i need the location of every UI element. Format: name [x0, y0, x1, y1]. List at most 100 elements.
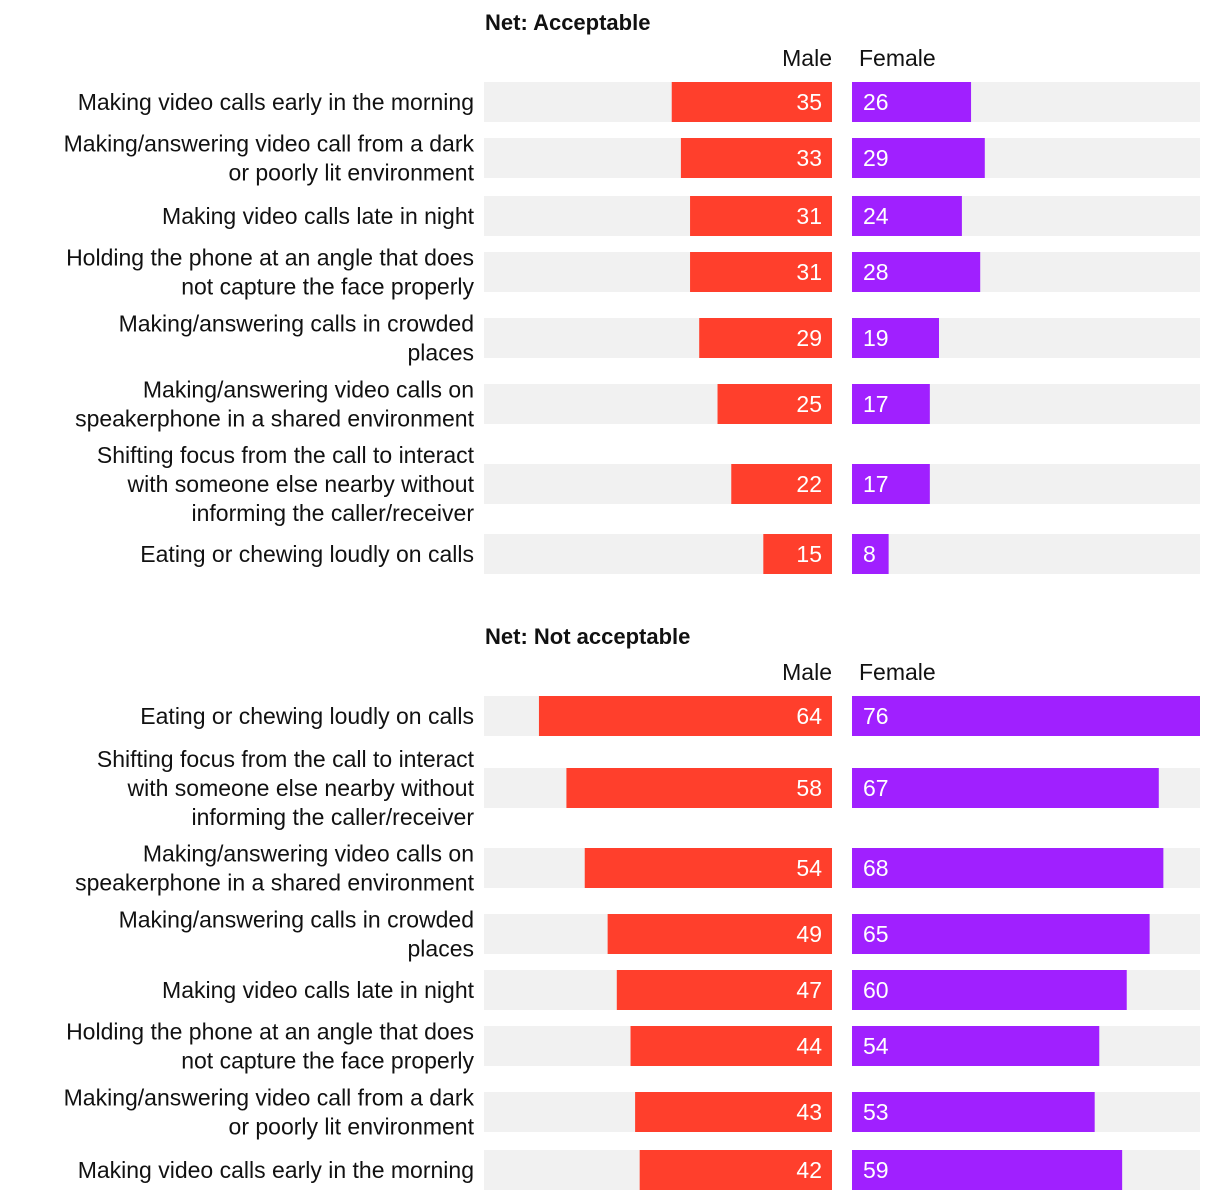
bar-row: Making/answering calls in crowded places 2…	[119, 311, 1200, 366]
bar-male	[731, 464, 832, 504]
bar-male	[566, 768, 832, 808]
category-label: Shifting focus from the call to interact	[97, 442, 475, 468]
category-label: speakerphone in a shared environment	[75, 406, 475, 432]
data-label-female: 24	[863, 203, 889, 229]
bar-female	[852, 196, 962, 236]
legend-male: Male	[782, 659, 832, 685]
bar-row: Making video calls late in night 31 24	[162, 196, 1200, 236]
bar-female	[852, 768, 1159, 808]
data-label-male: 64	[796, 703, 822, 729]
category-label: or poorly lit environment	[229, 160, 475, 186]
bar-row: Holding the phone at an angle that does n…	[66, 1019, 1200, 1074]
data-label-female: 53	[863, 1099, 889, 1125]
bar-male	[717, 384, 832, 424]
data-label-female: 65	[863, 921, 889, 947]
legend-female: Female	[859, 45, 936, 71]
bar-male	[690, 252, 832, 292]
category-label: places	[408, 936, 474, 962]
data-label-female: 67	[863, 775, 889, 801]
bar-row: Making video calls early in the morning 4…	[78, 1150, 1200, 1190]
chart-section-2: Net: Not acceptable Male Female Eating or c…	[64, 624, 1200, 1190]
legend-male: Male	[782, 45, 832, 71]
category-label: Making/answering video call from a dark	[64, 1085, 475, 1111]
bar-row: Shifting focus from the call to interact…	[97, 746, 1200, 830]
bar-male	[584, 848, 832, 888]
data-label-female: 76	[863, 703, 889, 729]
data-label-male: 42	[796, 1157, 822, 1183]
category-label: places	[408, 340, 474, 366]
bar-female	[852, 1150, 1123, 1190]
chart-title: Net: Acceptable	[485, 10, 650, 35]
data-label-female: 54	[863, 1033, 889, 1059]
chart-title: Net: Not acceptable	[485, 624, 690, 649]
category-label: Eating or chewing loudly on calls	[140, 703, 474, 729]
bar-female	[852, 252, 981, 292]
category-label: Making/answering video call from a dark	[64, 131, 475, 157]
bar-row: Eating or chewing loudly on calls 15 8	[140, 534, 1200, 574]
bar-female	[852, 534, 889, 574]
category-label: Making/answering calls in crowded	[119, 907, 474, 933]
data-label-male: 58	[796, 775, 822, 801]
bar-row: Making/answering video calls on speakerph…	[75, 377, 1200, 432]
bar-male	[690, 196, 832, 236]
category-label: informing the caller/receiver	[191, 804, 474, 830]
bar-track-female	[852, 534, 1200, 574]
data-label-male: 43	[796, 1099, 822, 1125]
data-label-male: 35	[796, 89, 822, 115]
data-label-male: 25	[796, 391, 822, 417]
data-label-male: 49	[796, 921, 822, 947]
category-label: Making video calls late in night	[162, 203, 475, 229]
data-label-female: 29	[863, 145, 889, 171]
category-label: not capture the face properly	[181, 274, 474, 300]
data-label-male: 54	[796, 855, 822, 881]
bar-row: Making/answering video calls on speakerph…	[75, 841, 1200, 896]
category-label: informing the caller/receiver	[191, 500, 474, 526]
data-label-female: 59	[863, 1157, 889, 1183]
bar-female	[852, 848, 1164, 888]
data-label-female: 8	[863, 541, 876, 567]
bar-male	[607, 914, 832, 954]
data-label-male: 44	[796, 1033, 822, 1059]
bar-female	[852, 1026, 1100, 1066]
bar-female	[852, 914, 1150, 954]
bar-male	[680, 138, 832, 178]
data-label-male: 47	[796, 977, 822, 1003]
data-label-male: 31	[796, 203, 822, 229]
category-label: Making video calls early in the morning	[78, 89, 474, 115]
bar-female	[852, 696, 1200, 736]
legend-female: Female	[859, 659, 936, 685]
category-label: Eating or chewing loudly on calls	[140, 541, 474, 567]
data-label-female: 26	[863, 89, 889, 115]
category-label: or poorly lit environment	[229, 1114, 475, 1140]
data-label-male: 22	[796, 471, 822, 497]
bar-female	[852, 318, 939, 358]
bar-row: Making/answering video call from a dark o…	[64, 1085, 1200, 1140]
bar-male	[671, 82, 832, 122]
data-label-male: 29	[796, 325, 822, 351]
bar-female	[852, 464, 930, 504]
category-label: not capture the face properly	[181, 1048, 474, 1074]
data-label-female: 68	[863, 855, 889, 881]
category-label: Making/answering calls in crowded	[119, 311, 474, 337]
bar-row: Shifting focus from the call to interact…	[97, 442, 1200, 526]
bar-female	[852, 82, 972, 122]
bar-row: Making/answering video call from a dark o…	[64, 131, 1200, 186]
bar-male	[538, 696, 832, 736]
category-label: Holding the phone at an angle that does	[66, 245, 474, 271]
bar-row: Eating or chewing loudly on calls 64 76	[140, 696, 1200, 736]
data-label-female: 19	[863, 325, 889, 351]
category-label: Shifting focus from the call to interact	[97, 746, 475, 772]
data-label-male: 33	[796, 145, 822, 171]
bar-row: Holding the phone at an angle that does n…	[66, 245, 1200, 300]
category-label: Making/answering video calls on	[143, 377, 474, 403]
bar-male	[763, 534, 832, 574]
bar-female	[852, 1092, 1095, 1132]
data-label-female: 17	[863, 471, 889, 497]
chart-section-1: Net: Acceptable Male Female Making video ca…	[64, 10, 1200, 574]
data-label-female: 17	[863, 391, 889, 417]
bar-female	[852, 138, 985, 178]
category-label: Making video calls late in night	[162, 977, 475, 1003]
bar-row: Making video calls early in the morning 3…	[78, 82, 1200, 122]
data-label-male: 15	[796, 541, 822, 567]
